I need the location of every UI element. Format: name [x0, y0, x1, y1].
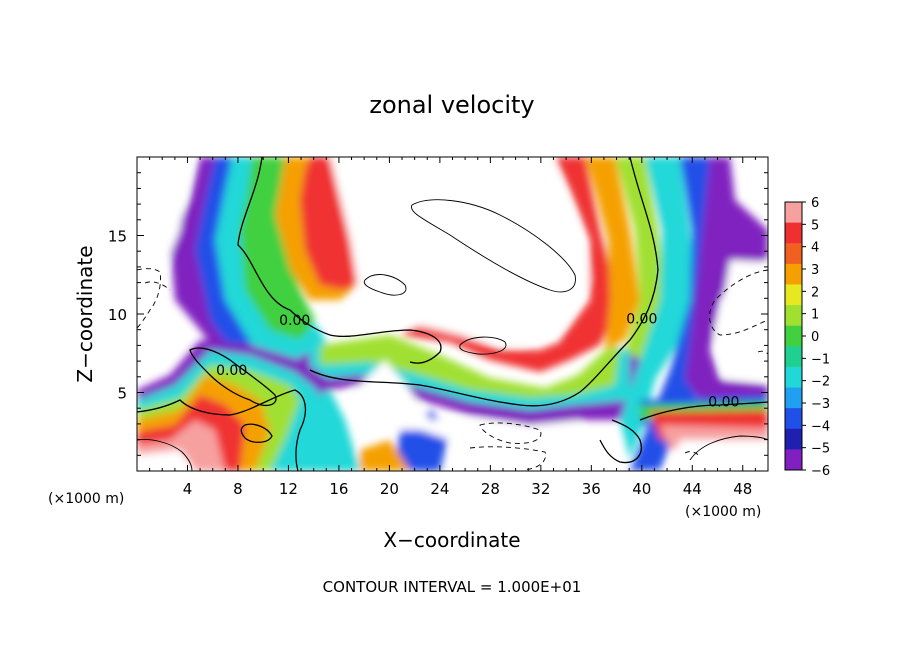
contour-dashed-lines — [137, 268, 768, 471]
colorbar-label: 6 — [811, 196, 819, 211]
colorbar-swatch — [785, 263, 802, 285]
contour-label: 0.00 — [708, 395, 739, 411]
colorbar-swatch — [785, 202, 802, 224]
colorbar-swatch — [785, 284, 802, 306]
contour-zero-small-loop — [240, 423, 273, 443]
field-band-right-cyan — [620, 157, 695, 460]
colorbar-label: 1 — [811, 308, 819, 323]
colorbar-swatch — [785, 305, 802, 327]
y-tick-label: 10 — [108, 306, 127, 324]
y-axis: 5 10 15 — [108, 172, 768, 456]
contour-dashed-right — [709, 269, 768, 336]
chart-title: zonal velocity — [369, 91, 534, 119]
contour-thin-top-loop — [411, 199, 576, 293]
colorbar-label: 5 — [811, 218, 819, 233]
colorbar-swatch — [785, 387, 802, 409]
contour-dashed-bottom-center-2 — [469, 446, 547, 471]
colorbar-label: 2 — [811, 285, 819, 300]
field-zero-region-bottom-right — [670, 440, 768, 471]
field-zero-region-bottom-center — [350, 360, 580, 471]
x-tick-label: 44 — [683, 480, 702, 498]
x-tick-label: 24 — [430, 480, 449, 498]
contour-label: 0.00 — [626, 311, 657, 327]
contour-dashed-left — [137, 268, 161, 329]
x-tick-label: 32 — [531, 480, 550, 498]
x-tick-label: 12 — [279, 480, 298, 498]
x-axis-label: X−coordinate — [383, 528, 520, 552]
contour-zero-lower-left — [137, 389, 307, 471]
contour-thin-small-loop-b — [459, 336, 507, 355]
x-tick-label: 36 — [582, 480, 601, 498]
colorbar-swatch — [785, 325, 802, 347]
contour-dashed-bottom-right — [684, 451, 701, 459]
contour-interval-footer: CONTOUR INTERVAL = 1.000E+01 — [323, 578, 582, 596]
y-tick-label: 15 — [108, 228, 127, 246]
field-zero-region-right — [715, 260, 768, 380]
y-tick-label: 5 — [117, 385, 127, 403]
field-zero-region-top — [330, 157, 590, 345]
contour-label: 0.00 — [216, 363, 247, 379]
contour-zero-center — [309, 157, 659, 407]
colorbar-swatch — [785, 346, 802, 368]
contour-zero-upper-left — [237, 157, 442, 364]
colorbar-label: −2 — [811, 375, 830, 390]
colorbar-label: 0 — [811, 330, 819, 345]
contour-thin-bottom-right — [689, 435, 768, 461]
heatmap-field: 0.00 0.00 0.00 0.00 — [137, 157, 768, 471]
field-band-left-green — [240, 157, 315, 340]
colorbar-swatch — [785, 222, 802, 244]
field-band-right-red — [555, 157, 615, 350]
y-axis-label: Z−coordinate — [73, 245, 97, 382]
contour-lines — [137, 157, 768, 471]
colorbar-label: 4 — [811, 241, 819, 256]
field-band-left-cyan — [215, 157, 330, 362]
colorbar-label: −1 — [811, 352, 830, 367]
x-tick-label: 8 — [233, 480, 243, 498]
contour-thin-small-loop-a — [363, 274, 407, 296]
x-unit-label-left: (×1000 m) — [48, 491, 124, 507]
field-band-right-orange — [585, 157, 640, 350]
field-band-center-red — [400, 325, 605, 372]
x-tick-label: 48 — [733, 480, 752, 498]
x-axis: 4 8 12 16 20 24 28 32 36 40 44 48 — [149, 157, 756, 498]
colorbar: 6 5 4 3 2 1 0 −1 −2 −3 −4 −5 −6 — [784, 196, 830, 479]
contour-zero-right-band — [639, 401, 768, 421]
x-tick-label: 28 — [481, 480, 500, 498]
contour-dashed-left-small — [144, 281, 171, 291]
x-tick-label: 16 — [329, 480, 348, 498]
x-tick-label: 20 — [380, 480, 399, 498]
contour-dashed-bottom-center — [479, 422, 542, 444]
x-unit-label-right: (×1000 m) — [685, 504, 761, 520]
colorbar-label: 3 — [811, 263, 819, 278]
contour-zero-right-lower — [599, 419, 642, 464]
contour-thin-bottom-left — [137, 439, 193, 471]
colorbar-swatch — [785, 428, 802, 450]
field-band-right-purple — [685, 157, 768, 400]
x-tick-label: 40 — [632, 480, 651, 498]
x-tick-label: 4 — [183, 480, 193, 498]
colorbar-label: −6 — [811, 464, 830, 479]
colorbar-label: −4 — [811, 419, 830, 434]
field-band-center-green — [320, 335, 620, 398]
colorbar-swatch — [785, 408, 802, 430]
field-band-right-green — [615, 157, 665, 360]
field-zero-region-left-upper — [137, 157, 190, 330]
colorbar-swatch — [785, 449, 802, 471]
contour-label: 0.00 — [279, 313, 310, 329]
colorbar-swatch — [785, 366, 802, 389]
field-band-lowcenter-orange — [360, 440, 410, 471]
contour-dashed-right-small — [757, 350, 768, 355]
contour-labels: 0.00 0.00 0.00 0.00 — [216, 311, 739, 410]
contour-zero-left-loop — [189, 347, 277, 407]
colorbar-label: −5 — [811, 442, 830, 457]
colorbar-swatch — [785, 243, 802, 265]
colorbar-label: −3 — [811, 397, 830, 412]
field-band-lowcenter-cyan — [290, 390, 360, 471]
field-zero-region-bottom-left — [137, 450, 195, 471]
